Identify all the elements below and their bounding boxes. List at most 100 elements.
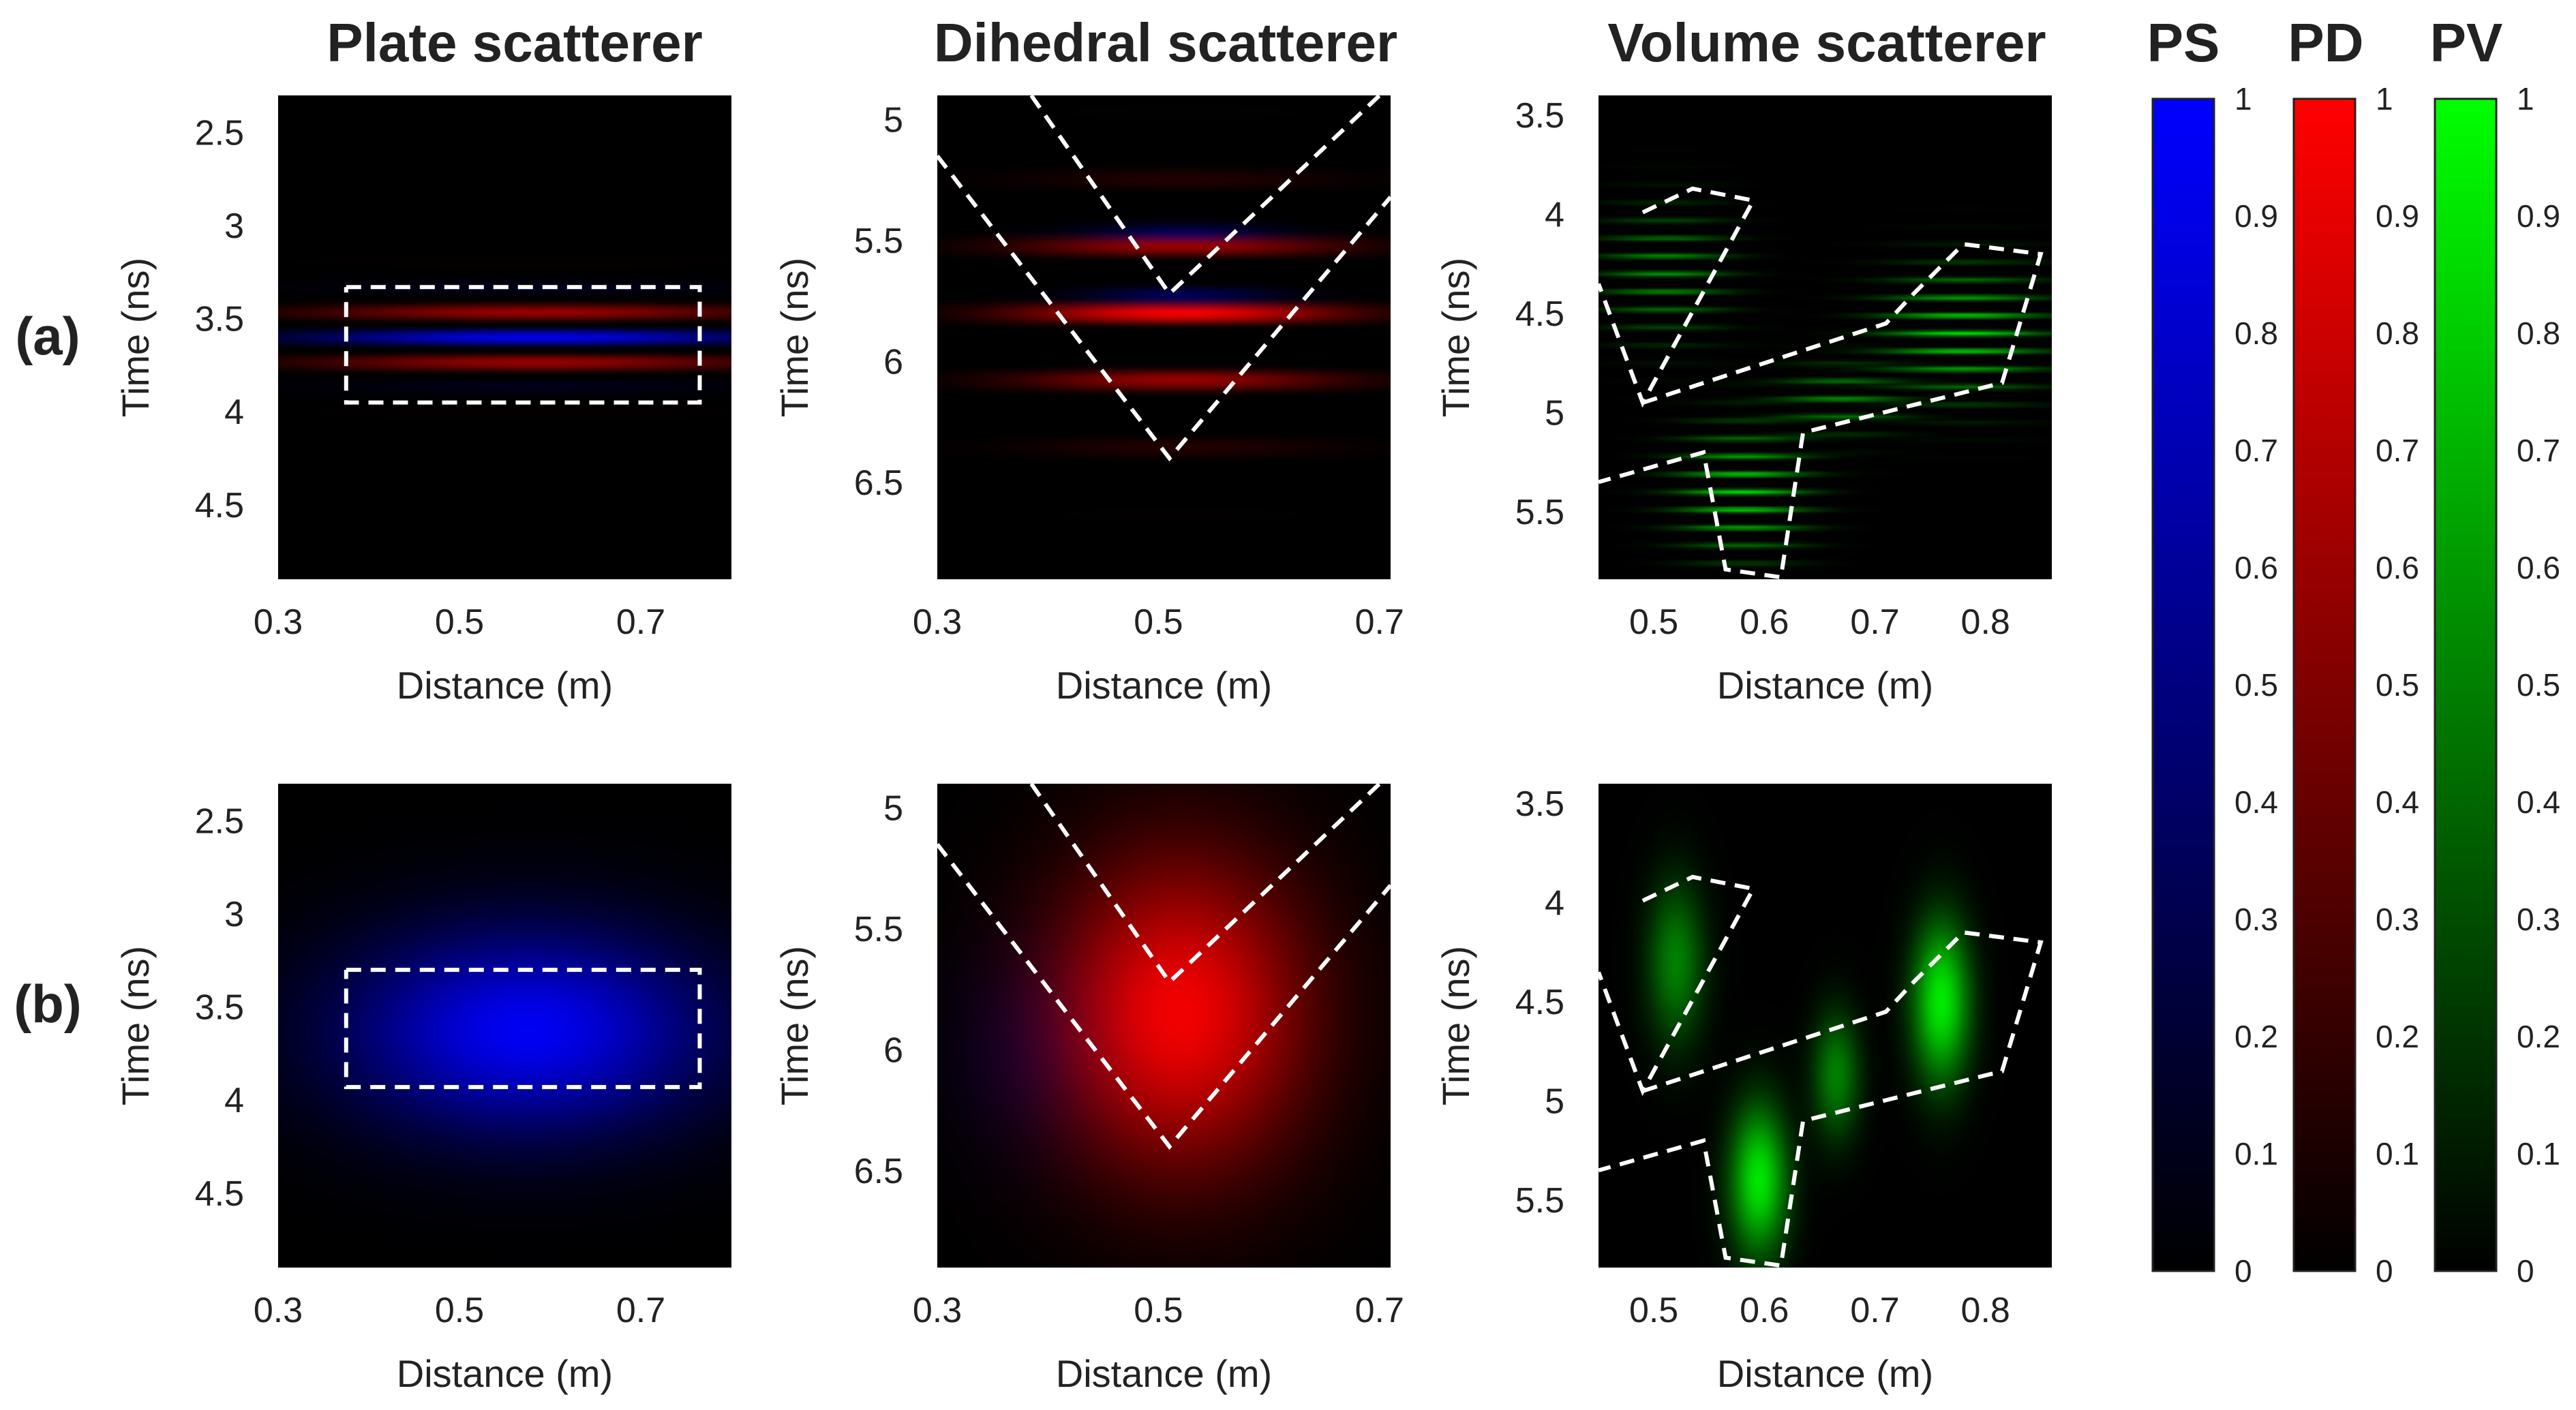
panel-a-volume-scatterer-xtick-2: 0.7 <box>1850 602 1899 642</box>
panel-b-plate-scatterer-xtick-2: 0.7 <box>616 1291 665 1330</box>
colorbar-ps-tick-4: 0.4 <box>2234 784 2278 820</box>
panel-b-dihedral-scatterer-ylabel: Time (ns) <box>773 946 816 1105</box>
panel-b-volume-scatterer-xlabel: Distance (m) <box>1717 1352 1933 1395</box>
panel-a-volume-scatterer-xtick-1: 0.6 <box>1740 602 1789 642</box>
panel-b-volume-scatterer-outline-1 <box>1598 930 2044 1268</box>
colorbar-ps-tick-2: 0.2 <box>2234 1019 2278 1054</box>
panel-a-plate-scatterer-xtick-0: 0.3 <box>254 602 303 642</box>
column-title-volume: Volume scatterer <box>1607 12 2046 73</box>
panel-a-dihedral-scatterer-heatmap <box>937 95 1391 579</box>
panel-a-dihedral-scatterer-ytick-0: 5 <box>883 101 903 140</box>
panel-a-plate-scatterer-ylabel: Time (ns) <box>114 258 157 417</box>
panel-b-plate-scatterer-ytick-3: 4 <box>224 1081 244 1120</box>
colorbar-ps-tick-8: 0.8 <box>2234 316 2278 351</box>
panel-a-dihedral-scatterer-ytick-1: 5.5 <box>854 221 903 261</box>
colorbar-ps-tick-0: 0 <box>2234 1253 2252 1289</box>
panel-b-plate-scatterer-outline-0 <box>344 968 702 1090</box>
panel-b-dihedral-scatterer-outline-0 <box>1029 782 1381 985</box>
colorbar-pv-tick-1: 0.1 <box>2517 1136 2560 1171</box>
column-title-dihedral: Dihedral scatterer <box>934 12 1397 73</box>
colorbar-pd-tick-5: 0.5 <box>2376 667 2419 703</box>
panel-b-volume-scatterer-ytick-4: 5.5 <box>1515 1181 1564 1221</box>
panel-a-plate-scatterer-ytick-4: 4.5 <box>195 486 244 525</box>
panel-a-plate-scatterer-ytick-0: 2.5 <box>195 114 244 153</box>
panel-b-plate-scatterer-xtick-1: 0.5 <box>435 1291 484 1330</box>
panel-b-dihedral-scatterer-ytick-1: 5.5 <box>854 910 903 949</box>
colorbar-ps-tick-7: 0.7 <box>2234 433 2278 468</box>
colorbar-pv-tick-8: 0.8 <box>2517 316 2560 351</box>
panel-a-plate-scatterer-ytick-3: 4 <box>224 393 244 432</box>
panel-b-volume-scatterer: 3.5 4 4.5 5 5.5 0.5 0.6 0.7 0.8 Distance (m) Time … <box>1434 784 2052 1395</box>
panel-a-dihedral-scatterer: 5 5.5 6 6.5 0.3 0.5 0.7 Distance (m) Time (ns) <box>773 93 1404 707</box>
panel-b-volume-scatterer-heatmap <box>1598 784 2052 1268</box>
panel-a-volume-scatterer: 3.5 4 4.5 5 5.5 0.5 0.6 0.7 0.8 Distance (m) Time … <box>1434 95 2052 707</box>
panel-a-plate-scatterer-outline-0 <box>344 285 702 405</box>
panel-a-volume-scatterer-ylabel: Time (ns) <box>1434 258 1477 417</box>
panel-a-volume-scatterer-xtick-0: 0.5 <box>1629 602 1678 642</box>
panel-b-dihedral-scatterer-xtick-0: 0.3 <box>913 1291 962 1330</box>
panel-b-plate-scatterer-heatmap <box>278 784 731 1268</box>
row-label-b: (b) <box>14 974 82 1034</box>
colorbar-pd-tick-0: 0 <box>2376 1253 2393 1289</box>
panel-a-dihedral-scatterer-xtick-0: 0.3 <box>913 602 962 642</box>
colorbar-pv-tick-6: 0.6 <box>2517 550 2560 585</box>
colorbar-pv-tick-2: 0.2 <box>2517 1019 2560 1054</box>
panel-a-volume-scatterer-outline-1 <box>1598 242 2044 580</box>
panel-a-volume-scatterer-xlabel: Distance (m) <box>1717 664 1933 707</box>
colorbar-title-ps: PS <box>2147 12 2220 73</box>
colorbar-ps-tick-5: 0.5 <box>2234 667 2278 703</box>
panel-b-plate-scatterer-ylabel: Time (ns) <box>114 946 157 1105</box>
colorbar-ps-tick-10: 1 <box>2234 81 2252 117</box>
heatmap-panels: 2.5 3 3.5 4 4.5 0.3 0.5 0.7 Distance (m) Time (ns… <box>114 93 2052 1395</box>
colorbar-pd-tick-8: 0.8 <box>2376 316 2419 351</box>
panel-a-dihedral-scatterer-ytick-2: 6 <box>883 343 903 382</box>
panel-a-plate-scatterer-xtick-2: 0.7 <box>616 602 665 642</box>
panel-b-volume-scatterer-ytick-0: 3.5 <box>1515 784 1564 824</box>
panel-a-dihedral-scatterer-xtick-2: 0.7 <box>1355 602 1404 642</box>
panel-b-plate-scatterer-ytick-2: 3.5 <box>195 988 244 1028</box>
colorbar-pv-tick-10: 1 <box>2517 81 2534 117</box>
colorbar-pd-tick-2: 0.2 <box>2376 1019 2419 1054</box>
panel-a-dihedral-scatterer-ylabel: Time (ns) <box>773 258 816 417</box>
colorbar-pv-tick-3: 0.3 <box>2517 902 2560 937</box>
colorbar-pd <box>2292 97 2357 1272</box>
colorbar-ps-tick-6: 0.6 <box>2234 550 2278 585</box>
colorbar-pv <box>2434 97 2498 1272</box>
column-title-plate: Plate scatterer <box>327 12 702 73</box>
colorbar-pd-tick-7: 0.7 <box>2376 433 2419 468</box>
panel-a-plate-scatterer-ytick-1: 3 <box>224 206 244 246</box>
panel-b-volume-scatterer-xtick-1: 0.6 <box>1740 1291 1789 1330</box>
row-label-a: (a) <box>15 306 80 366</box>
panel-a-dihedral-scatterer-outline-0 <box>1029 93 1381 297</box>
colorbar-pd-tick-1: 0.1 <box>2376 1136 2419 1171</box>
panel-a-volume-scatterer-ytick-3: 5 <box>1545 394 1564 433</box>
panel-b-dihedral-scatterer-xlabel: Distance (m) <box>1056 1352 1272 1395</box>
panel-a-volume-scatterer-ytick-0: 3.5 <box>1515 96 1564 136</box>
panel-b-dihedral-scatterer-outline-1 <box>935 842 1393 1150</box>
panel-b-volume-scatterer-outline-0 <box>1596 874 1757 1097</box>
panel-b-volume-scatterer-ylabel: Time (ns) <box>1434 946 1477 1105</box>
colorbar-ps-tick-3: 0.3 <box>2234 902 2278 937</box>
panel-b-volume-scatterer-xtick-2: 0.7 <box>1850 1291 1899 1330</box>
panel-b-volume-scatterer-ytick-1: 4 <box>1545 884 1564 923</box>
panel-a-volume-scatterer-xtick-3: 0.8 <box>1961 602 2010 642</box>
colorbar-ticks: 0 0.1 0.2 0.3 0.4 0.5 0.6 0.7 0.8 0.9 1 0 0.1 0.2 0.3 0… <box>2234 81 2560 1289</box>
panel-b-dihedral-scatterer-ytick-0: 5 <box>883 789 903 829</box>
colorbar-pv-tick-5: 0.5 <box>2517 667 2560 703</box>
colorbar-pd-tick-6: 0.6 <box>2376 550 2419 585</box>
colorbar-ps <box>2151 97 2215 1272</box>
panel-a-volume-scatterer-ytick-4: 5.5 <box>1515 493 1564 532</box>
panel-a-dihedral-scatterer-outline-1 <box>935 154 1393 462</box>
panel-b-dihedral-scatterer-xtick-1: 0.5 <box>1134 1291 1183 1330</box>
panel-b-dihedral-scatterer-xtick-2: 0.7 <box>1355 1291 1404 1330</box>
panel-b-dihedral-scatterer: 5 5.5 6 6.5 0.3 0.5 0.7 Distance (m) Time (ns) <box>773 782 1404 1395</box>
panel-b-plate-scatterer-ytick-1: 3 <box>224 895 244 934</box>
panel-a-dihedral-scatterer-xtick-1: 0.5 <box>1134 602 1183 642</box>
panel-b-dihedral-scatterer-ytick-2: 6 <box>883 1031 903 1071</box>
panel-a-volume-scatterer-outline-0 <box>1596 186 1757 408</box>
colorbar-pv-tick-4: 0.4 <box>2517 784 2560 820</box>
colorbar-pv-tick-9: 0.9 <box>2517 198 2560 234</box>
colorbar-pv-tick-7: 0.7 <box>2517 433 2560 468</box>
